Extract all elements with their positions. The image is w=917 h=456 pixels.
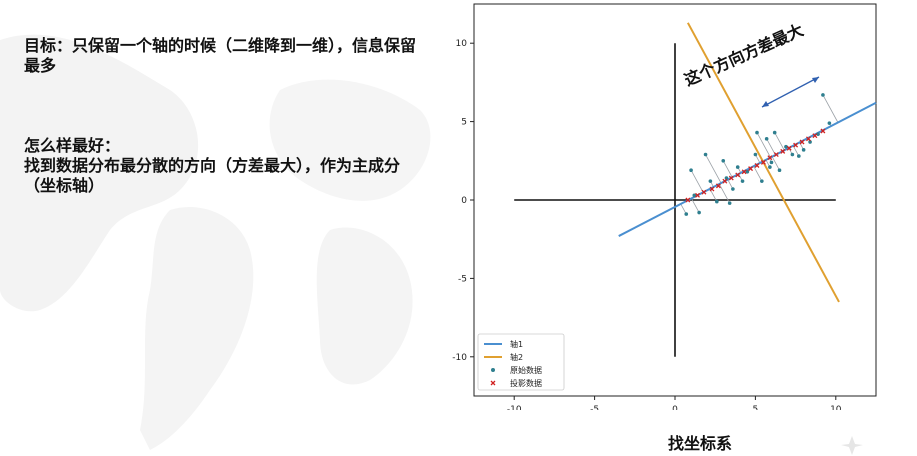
original-data-point [727,201,732,205]
annotation-arrowhead-right [812,77,819,83]
original-data-point [740,179,745,183]
original-data-point [760,179,764,183]
caption-find-coordinate-system: 找坐标系 [667,434,732,453]
projection-connector [753,165,763,182]
original-data-point [703,152,708,157]
original-data-point [777,168,782,173]
projection-connector [822,94,839,123]
legend-swatch [490,380,496,386]
projected-data-point [806,136,811,142]
plot-content [514,22,877,357]
original-data-point [745,169,750,174]
y-tick-label: 5 [461,118,467,128]
original-data-point [708,179,713,183]
original-data-point [721,159,726,163]
legend-label: 原始数据 [510,365,542,375]
projected-data-point [735,172,741,178]
original-data-point [735,165,740,169]
x-tick-label: -10 [507,405,522,410]
legend-box [477,333,565,391]
projected-data-point [780,148,786,154]
projection-connector [766,138,776,156]
projected-data-point [820,128,826,134]
projection-connector [690,170,704,193]
slide-text: 目标：只保留一个轴的时候（二维降到一维），信息保留最多 怎么样最好： 找到数据分… [24,36,424,196]
projection-connector [756,132,771,158]
original-data-point [697,210,701,215]
original-data-point [808,140,812,144]
legend-label: 轴2 [510,352,523,362]
original-data-point [764,137,769,141]
y-tick-label: 10 [456,39,468,49]
y-tick-label: -5 [458,274,467,284]
projected-data-point [760,159,766,165]
projection-connector [774,132,785,151]
projected-data-point [793,142,799,148]
annotation-arrow-shaft [761,76,820,108]
projected-data-point [728,175,734,181]
pca-figure: -10 -5 0 5 10 10 5 0 -5 -10 这个方向方差最大 轴1 轴2 原始数据 投影数据 [446,0,880,415]
original-data-point [790,152,795,157]
original-data-point [753,152,758,157]
projection-connector [771,156,780,171]
x-tick-label: 10 [830,405,842,410]
original-data-point [724,176,729,180]
x-tick-label: -5 [590,405,599,410]
projection-connector [722,160,733,178]
x-tick-label: 5 [753,405,759,410]
y-tick-label: 0 [461,196,467,206]
original-data-point [827,121,832,125]
projected-data-point [695,192,700,198]
original-data-point [755,130,759,135]
x-tick-label: 0 [672,405,678,410]
projected-data-point [701,189,707,195]
original-data-point [768,165,772,169]
legend-swatch [491,368,495,372]
legend-label: 轴1 [510,339,523,349]
best-description: 找到数据分布最分散的方向（方差最大），作为主成分（坐标轴） [24,156,401,195]
original-data-point [816,132,820,136]
original-data-point [689,168,693,173]
goal-paragraph: 目标：只保留一个轴的时候（二维降到一维），信息保留最多 [24,36,417,75]
projected-data-point [754,163,760,168]
projected-data-point [685,197,691,203]
projected-data-point [812,133,818,139]
projection-connector [718,183,731,204]
projection-connector [705,154,722,184]
projection-connector [680,203,687,215]
annotation-arrowhead-left [762,101,769,107]
projected-data-point [786,145,792,151]
y-tick-label: -10 [452,353,467,363]
original-data-point [715,199,719,204]
original-data-point [731,187,735,191]
original-data-point [769,160,774,165]
projected-data-point [767,155,773,161]
projection-connector [691,198,700,213]
projection-connector [709,188,718,202]
projected-data-point [741,169,747,175]
projected-data-point [715,183,721,189]
original-data-point [801,148,806,152]
sparkle-icon [841,436,863,455]
original-data-point [821,93,825,97]
best-heading: 怎么样最好： [24,136,121,155]
projected-data-point [709,186,715,192]
original-data-point [684,212,689,216]
legend-label: 投影数据 [510,378,542,388]
original-data-point [797,154,801,158]
original-data-point [692,193,697,198]
projected-data-point [748,166,754,172]
projected-data-point [799,139,805,145]
projected-data-point [773,152,779,157]
axis1-line [618,101,877,237]
projected-data-point [722,178,728,184]
original-data-point [772,130,777,135]
original-data-point [784,144,788,149]
